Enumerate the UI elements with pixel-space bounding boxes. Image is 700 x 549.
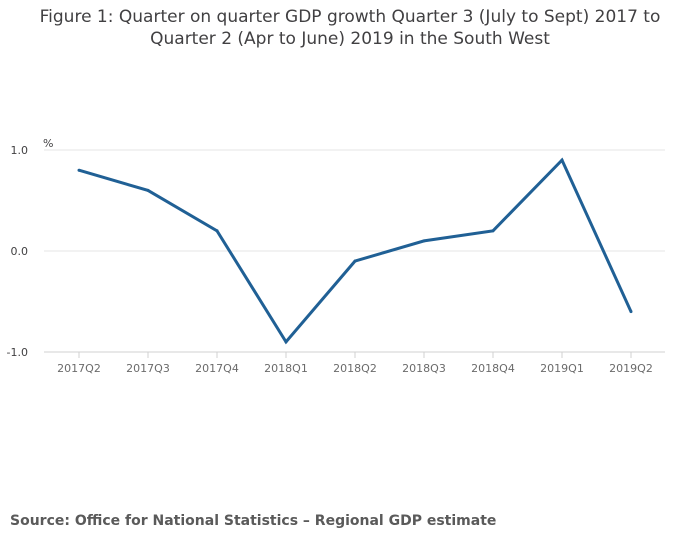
y-axis: 1.0 0.0 -1.0 <box>7 144 28 359</box>
source-note: Source: Office for National Statistics –… <box>10 513 497 529</box>
x-tick-label-3: 2018Q1 <box>264 362 308 375</box>
y-tick-label-1: 0.0 <box>11 245 29 258</box>
data-point-0-2 <box>215 229 219 233</box>
data-point-0-0 <box>77 168 81 172</box>
data-point-0-7 <box>560 158 564 162</box>
x-tick-label-1: 2017Q3 <box>126 362 170 375</box>
x-tick-label-8: 2019Q2 <box>609 362 653 375</box>
chart-title-line-1: Figure 1: Quarter on quarter GDP growth … <box>39 7 661 27</box>
data-point-0-4 <box>353 259 357 263</box>
y-axis-label: % <box>43 137 53 150</box>
data-point-0-5 <box>422 239 426 243</box>
data-point-0-8 <box>629 310 633 314</box>
x-tick-label-5: 2018Q3 <box>402 362 446 375</box>
data-point-0-6 <box>491 229 495 233</box>
data-point-0-1 <box>146 188 150 192</box>
chart-title: Figure 1: Quarter on quarter GDP growth … <box>0 6 700 50</box>
x-tick-label-2: 2017Q4 <box>195 362 239 375</box>
chart-title-line-2: Quarter 2 (Apr to June) 2019 in the Sout… <box>150 29 550 49</box>
series-group <box>77 157 633 345</box>
x-tick-label-7: 2019Q1 <box>540 362 584 375</box>
x-axis: 2017Q2 2017Q3 2017Q4 2018Q1 2018Q2 2018Q3 2018… <box>57 352 653 375</box>
x-tick-label-6: 2018Q4 <box>471 362 515 375</box>
data-point-0-3 <box>284 340 288 344</box>
x-tick-label-0: 2017Q2 <box>57 362 101 375</box>
y-tick-label-2: -1.0 <box>7 346 28 359</box>
y-tick-label-0: 1.0 <box>11 144 29 157</box>
x-tick-label-4: 2018Q2 <box>333 362 377 375</box>
